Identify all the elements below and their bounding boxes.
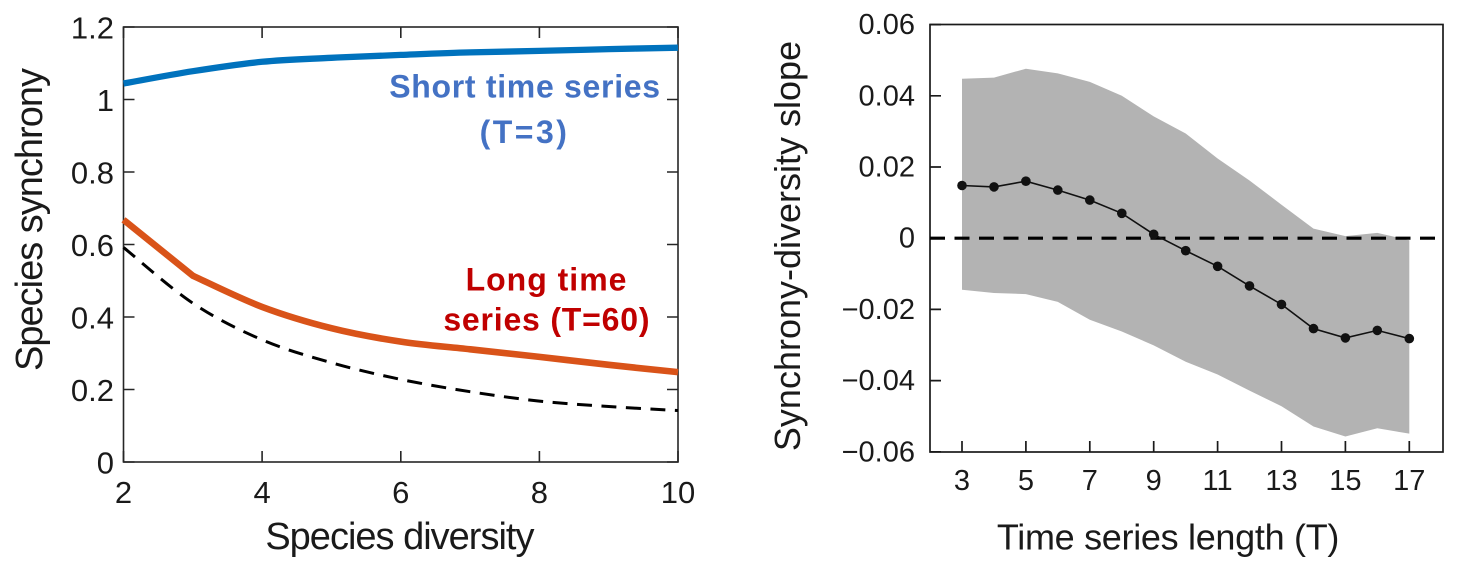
svg-text:2: 2	[115, 475, 132, 510]
svg-text:(T=3): (T=3)	[480, 114, 570, 150]
svg-text:Species diversity: Species diversity	[265, 516, 534, 558]
svg-text:3: 3	[954, 465, 970, 497]
svg-text:0: 0	[97, 446, 114, 481]
svg-text:7: 7	[1082, 465, 1098, 497]
svg-text:9: 9	[1146, 465, 1162, 497]
svg-text:0.04: 0.04	[859, 80, 915, 112]
svg-text:13: 13	[1265, 465, 1297, 497]
svg-text:series (T=60): series (T=60)	[443, 302, 650, 338]
svg-text:Short time series: Short time series	[389, 68, 661, 104]
svg-text:0.06: 0.06	[859, 9, 915, 41]
svg-text:15: 15	[1329, 465, 1361, 497]
svg-text:10: 10	[661, 475, 695, 510]
svg-text:−0.02: −0.02	[842, 294, 915, 326]
svg-text:0.8: 0.8	[71, 156, 114, 191]
svg-text:0.2: 0.2	[71, 373, 114, 408]
svg-text:Synchrony-diversity slope: Synchrony-diversity slope	[767, 41, 808, 451]
svg-text:−0.06: −0.06	[842, 436, 915, 468]
svg-text:8: 8	[531, 475, 548, 510]
svg-text:1.2: 1.2	[71, 11, 114, 46]
svg-text:4: 4	[253, 475, 270, 510]
svg-text:5: 5	[1018, 465, 1034, 497]
svg-text:0.6: 0.6	[71, 228, 114, 263]
svg-text:−0.04: −0.04	[842, 365, 915, 397]
svg-text:0.4: 0.4	[71, 301, 114, 336]
svg-text:Species synchrony: Species synchrony	[9, 68, 51, 371]
svg-text:1: 1	[97, 83, 114, 118]
svg-text:17: 17	[1393, 465, 1425, 497]
svg-text:6: 6	[392, 475, 409, 510]
svg-text:0.02: 0.02	[859, 152, 915, 184]
svg-text:0: 0	[899, 223, 915, 255]
svg-text:11: 11	[1203, 465, 1233, 497]
svg-text:Time series length (T): Time series length (T)	[997, 516, 1339, 557]
svg-text:Long time: Long time	[466, 261, 628, 297]
